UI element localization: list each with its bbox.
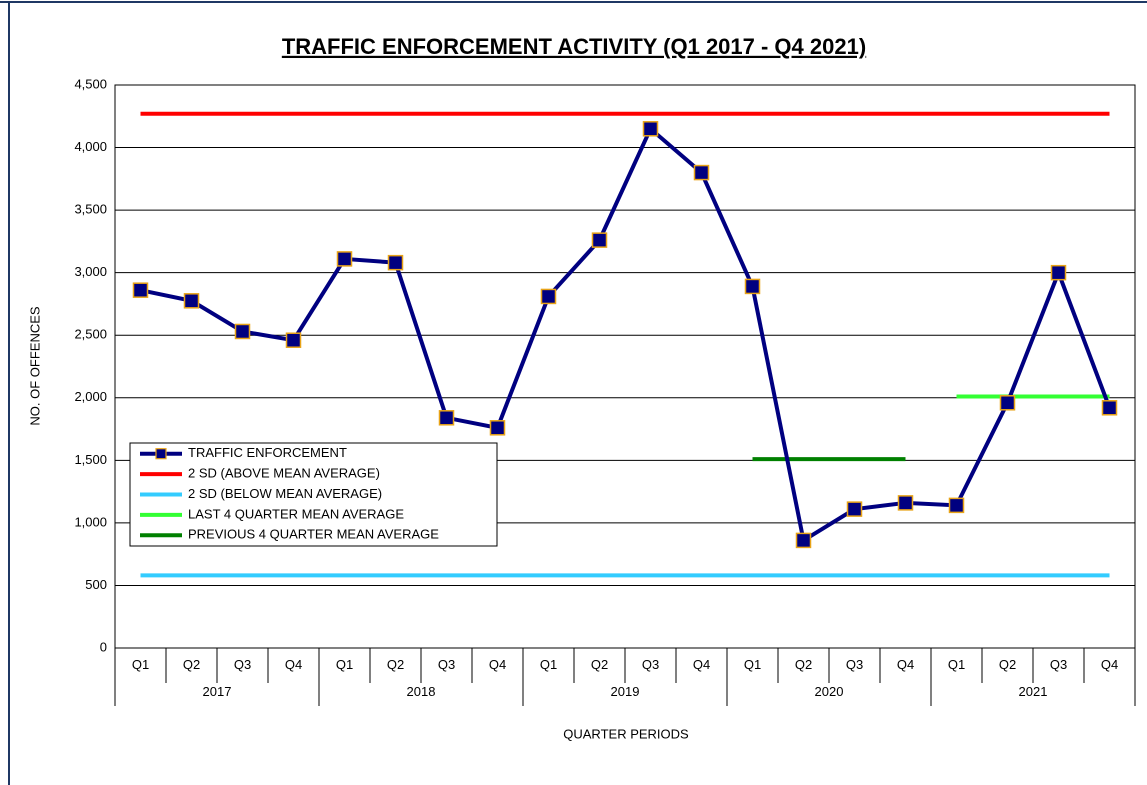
legend-box xyxy=(129,442,498,547)
x-tick-label: Q1 xyxy=(540,657,557,672)
y-tick-label: 2,000 xyxy=(74,389,107,404)
y-tick-label: 3,000 xyxy=(74,264,107,279)
legend-label: 2 SD (BELOW MEAN AVERAGE) xyxy=(188,486,382,501)
y-tick-label: 0 xyxy=(100,639,107,654)
year-label: 2017 xyxy=(203,684,232,699)
legend-label: LAST 4 QUARTER MEAN AVERAGE xyxy=(188,506,404,521)
year-label: 2021 xyxy=(1019,684,1048,699)
x-tick-label: Q3 xyxy=(234,657,251,672)
year-label: 2018 xyxy=(407,684,436,699)
x-tick-label: Q2 xyxy=(795,657,812,672)
y-tick-label: 3,500 xyxy=(74,202,107,217)
data-marker xyxy=(1101,400,1118,416)
legend-label: PREVIOUS 4 QUARTER MEAN AVERAGE xyxy=(188,527,439,542)
year-label: 2019 xyxy=(611,684,640,699)
year-label: 2020 xyxy=(815,684,844,699)
data-marker xyxy=(999,395,1016,411)
data-line xyxy=(140,125,1112,544)
data-marker xyxy=(387,254,404,271)
data-marker xyxy=(642,121,659,137)
y-tick-label: 1,500 xyxy=(74,452,107,467)
x-tick-label: Q4 xyxy=(693,657,710,672)
x-tick-label: Q2 xyxy=(591,657,608,672)
x-tick-label: Q2 xyxy=(999,657,1016,672)
data-marker xyxy=(795,532,812,549)
y-tick-label: 4,000 xyxy=(74,139,107,154)
chart-title: TRAFFIC ENFORCEMENT ACTIVITY (Q1 2017 - … xyxy=(282,34,866,59)
legend-label: 2 SD (ABOVE MEAN AVERAGE) xyxy=(188,466,380,481)
x-tick-label: Q1 xyxy=(336,657,353,672)
data-marker xyxy=(489,420,506,436)
data-marker xyxy=(438,410,455,426)
x-tick-label: Q1 xyxy=(132,657,149,672)
legend-label: TRAFFIC ENFORCEMENT xyxy=(188,445,347,460)
data-marker xyxy=(285,332,302,348)
x-tick-label: Q1 xyxy=(744,657,761,672)
data-marker xyxy=(591,232,608,248)
x-tick-label: Q2 xyxy=(387,657,404,672)
y-tick-label: 500 xyxy=(85,577,107,592)
data-marker xyxy=(744,278,761,295)
y-tick-label: 1,000 xyxy=(74,514,107,529)
x-tick-label: Q4 xyxy=(285,657,302,672)
x-tick-label: Q3 xyxy=(438,657,455,672)
data-marker xyxy=(132,282,149,298)
data-marker xyxy=(234,323,251,340)
data-marker xyxy=(897,495,914,511)
data-marker xyxy=(540,288,557,305)
x-tick-label: Q3 xyxy=(1050,657,1067,672)
data-marker xyxy=(1050,264,1067,281)
plot-border xyxy=(114,84,1136,649)
x-tick-label: Q4 xyxy=(1101,657,1118,672)
data-marker xyxy=(948,497,965,514)
y-tick-label: 4,500 xyxy=(74,76,107,91)
data-marker xyxy=(693,164,710,181)
data-marker xyxy=(336,251,353,267)
data-marker xyxy=(846,501,863,517)
legend-marker xyxy=(155,448,167,460)
x-axis-label: QUARTER PERIODS xyxy=(563,726,689,741)
x-tick-label: Q3 xyxy=(642,657,659,672)
x-tick-label: Q1 xyxy=(948,657,965,672)
x-tick-label: Q4 xyxy=(897,657,914,672)
x-tick-label: Q3 xyxy=(846,657,863,672)
y-axis-label: NO. OF OFFENCES xyxy=(27,306,42,426)
y-tick-label: 2,500 xyxy=(74,327,107,342)
x-tick-label: Q2 xyxy=(183,657,200,672)
x-tick-label: Q4 xyxy=(489,657,506,672)
data-marker xyxy=(183,293,200,309)
